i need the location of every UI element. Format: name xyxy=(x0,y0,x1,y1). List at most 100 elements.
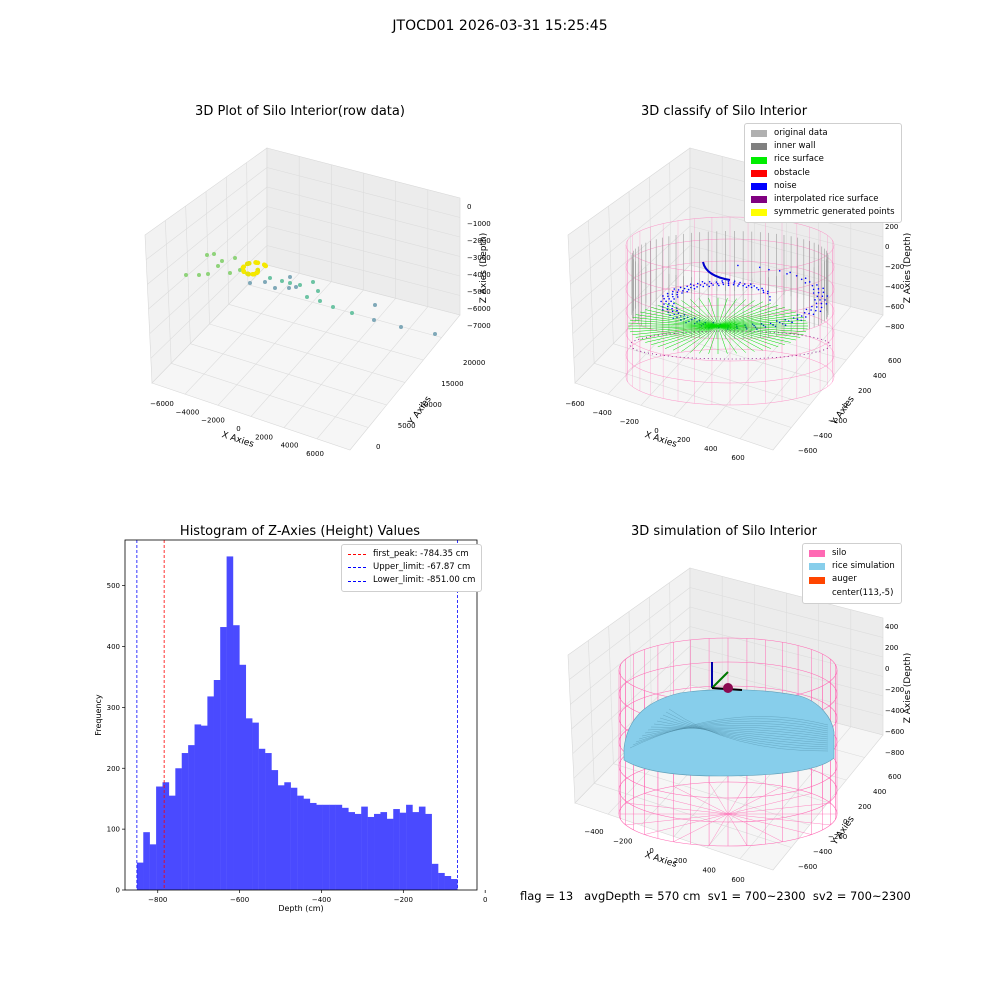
p4-x-tick: 0 xyxy=(649,847,653,855)
noise-point xyxy=(687,288,690,291)
silo-spoke xyxy=(708,782,729,815)
histogram-bar xyxy=(277,785,285,890)
noise-point xyxy=(814,309,817,312)
rice-mesh-line xyxy=(656,720,829,744)
noise-point xyxy=(766,292,769,295)
histogram-bar xyxy=(258,748,266,890)
p3-ylabel: Frequency xyxy=(94,694,103,736)
p4-y-tick: −400 xyxy=(813,848,832,856)
noise-point xyxy=(817,288,820,290)
p2-z-tick: −800 xyxy=(885,323,904,331)
p1-y-tick: 5000 xyxy=(398,422,416,430)
raw-point xyxy=(287,286,291,290)
y-tick-label: 100 xyxy=(107,826,120,834)
histogram-bar xyxy=(444,876,452,890)
noise-point xyxy=(756,286,758,289)
p2-y-tick: 200 xyxy=(858,387,871,395)
rice-surface-ray xyxy=(717,325,796,341)
p1-x-tick: −4000 xyxy=(176,408,200,416)
p1-x-tick: −2000 xyxy=(201,417,225,425)
noise-point xyxy=(769,322,772,325)
histogram-bar xyxy=(412,812,420,890)
raw-point xyxy=(206,272,210,276)
rice-surface-ray xyxy=(651,307,719,327)
x-tick-label: −600 xyxy=(230,896,249,904)
rice-surface-ray xyxy=(717,300,755,327)
p4-z-tick: 400 xyxy=(885,623,898,631)
raw-point xyxy=(205,253,209,257)
silo-spoke xyxy=(625,802,729,815)
rice-surface-ray xyxy=(640,311,719,327)
histogram-bar xyxy=(399,812,407,890)
rice-surface-ray xyxy=(699,325,719,354)
p4-z-tick: −800 xyxy=(885,749,904,757)
raw-point xyxy=(372,318,376,322)
p1-zlabel: Z Axies (Depth) xyxy=(479,233,489,304)
histogram-bar xyxy=(309,802,317,890)
histogram-bar xyxy=(233,625,240,890)
noise-point xyxy=(804,282,807,284)
noise-point xyxy=(677,289,680,291)
rice-surface-ray xyxy=(717,314,801,327)
histogram-bar xyxy=(136,862,144,890)
noise-point xyxy=(670,300,672,303)
histogram-bar xyxy=(329,804,336,890)
rice-surface-ray xyxy=(699,298,719,327)
rice-surface-ray xyxy=(645,325,719,343)
histogram-bar xyxy=(265,753,272,890)
raw-point xyxy=(273,286,277,290)
p2-y-tick: 600 xyxy=(888,357,901,365)
raw-point xyxy=(212,252,216,256)
rice-mesh-line xyxy=(641,725,829,737)
raw-point xyxy=(305,295,309,299)
noise-point xyxy=(703,282,706,285)
noise-point xyxy=(660,300,662,303)
silo-spoke xyxy=(727,813,812,835)
histogram-bar xyxy=(316,804,323,890)
noise-point xyxy=(683,287,686,290)
rice-surface-ray xyxy=(717,325,737,354)
histogram-bar xyxy=(194,724,202,890)
histogram-bar xyxy=(303,798,311,890)
rice-surface-ray xyxy=(672,325,719,351)
panel4-title: 3D simulation of Silo Interior xyxy=(631,524,817,539)
p2-y-tick: 400 xyxy=(873,372,886,380)
noise-point xyxy=(693,284,695,287)
noise-point xyxy=(710,282,713,285)
noise-point xyxy=(701,280,704,283)
rice-mesh-line xyxy=(653,723,829,742)
p4-legend: silo rice simulation auger center(113,-5… xyxy=(802,543,902,604)
noise-point xyxy=(686,285,688,288)
p4-y-tick: −200 xyxy=(828,833,847,841)
p2-x-tick: 200 xyxy=(677,436,690,444)
noise-point xyxy=(761,287,763,290)
p1-y-tick: 10000 xyxy=(420,401,442,409)
p2-z-tick: −600 xyxy=(885,303,904,311)
p2-z-tick: −200 xyxy=(885,263,904,271)
p4-xlabel: X Axies xyxy=(643,850,678,870)
rice-mesh-line xyxy=(638,723,829,740)
raw-point xyxy=(288,275,292,279)
p4-y-tick: 0 xyxy=(843,818,847,826)
noise-point xyxy=(681,292,683,294)
rice-mesh-line xyxy=(647,727,829,738)
noise-point xyxy=(716,282,719,285)
rice-surface-ray xyxy=(651,325,719,345)
noise-point xyxy=(825,303,828,305)
p4-z-tick: −400 xyxy=(885,707,904,715)
rice-mesh-line xyxy=(629,716,829,749)
noise-point xyxy=(696,286,698,288)
raw-point xyxy=(311,280,315,284)
histogram-bar xyxy=(374,813,381,890)
p2-x-tick: 600 xyxy=(731,454,744,462)
noise-point xyxy=(738,283,740,286)
raw-point xyxy=(216,264,220,268)
rice-surface-ray xyxy=(657,304,719,327)
noise-point xyxy=(749,283,752,285)
rice-surface-ray xyxy=(717,309,791,327)
noise-point xyxy=(662,295,664,297)
legend-item-original: original data xyxy=(751,127,895,140)
rice-surface-ray xyxy=(717,325,791,343)
raw-point xyxy=(268,276,272,280)
rice-surface-ray xyxy=(717,325,764,351)
